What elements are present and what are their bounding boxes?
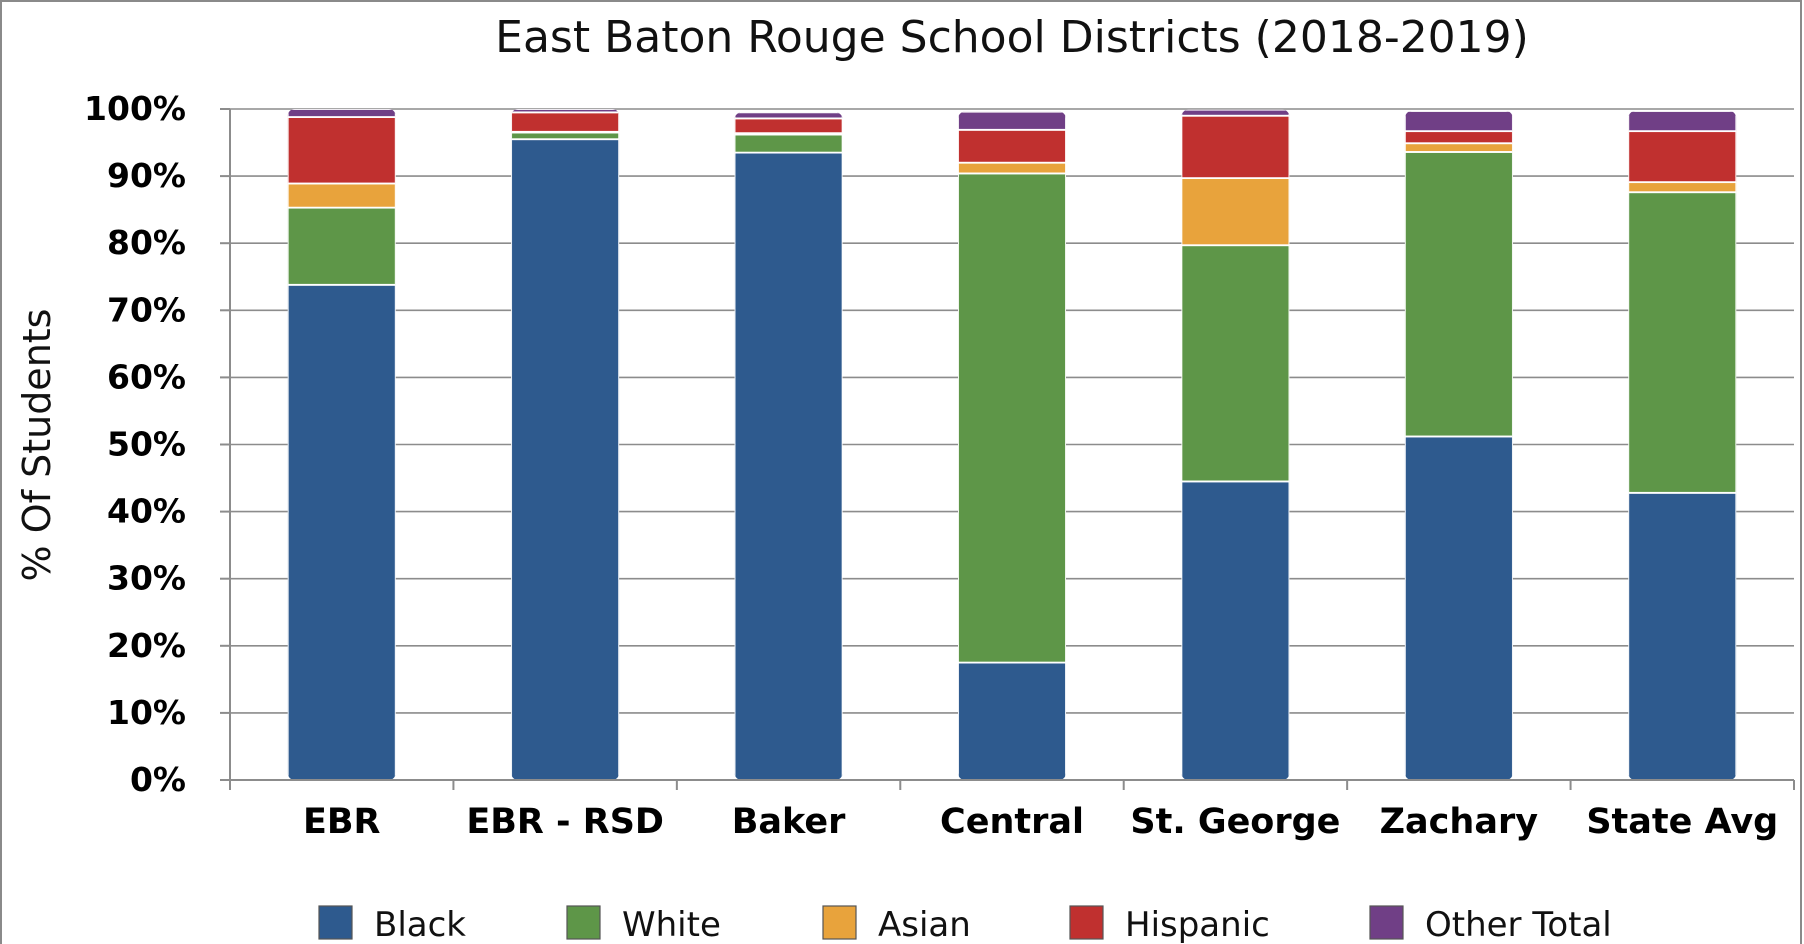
bar-segments [734, 112, 843, 781]
y-tick-label: 50% [107, 425, 186, 464]
bar-ebr-black [287, 283, 396, 780]
y-tick-label: 70% [107, 290, 186, 329]
y-tick-label: 30% [107, 559, 186, 598]
bar-ebr-white [287, 206, 396, 286]
bar-state-avg-black [1628, 491, 1737, 780]
bar-central-asian [958, 161, 1066, 175]
legend-label: Other Total [1425, 905, 1612, 944]
x-tick-label: Central [940, 802, 1084, 842]
legend-label: Asian [878, 905, 971, 944]
bar-central-white [958, 172, 1066, 664]
y-tick-label: 0% [130, 760, 186, 799]
bar-zachary-white [1404, 151, 1513, 438]
axes [220, 108, 1795, 790]
legend-swatch [566, 905, 601, 940]
bar-st-george-white [1181, 244, 1290, 483]
bar-ebr-rsd-white [511, 131, 620, 141]
bar-state-avg-hispanic [1628, 130, 1737, 184]
legend: Black White Asian Hispanic Other Total [318, 905, 1612, 944]
bars [287, 109, 1737, 781]
bar-group-st-george [1181, 109, 1290, 780]
bar-segments [511, 109, 620, 780]
bar-baker-white [734, 133, 843, 154]
bar-group-ebr-rsd [511, 109, 620, 780]
legend-label: Hispanic [1125, 905, 1270, 944]
x-tick-label: Baker [732, 802, 846, 842]
bar-ebr-rsd-other-total [511, 109, 620, 114]
bar-baker-black [734, 151, 843, 781]
legend-item-white: White [566, 905, 721, 944]
chart-title: East Baton Rouge School Districts (2018-… [495, 12, 1529, 63]
bar-state-avg-other-total [1628, 111, 1737, 133]
x-tick-label: Zachary [1380, 802, 1539, 842]
bar-ebr-hispanic [287, 116, 396, 185]
bar-ebr-rsd-hispanic [511, 111, 620, 133]
bar-group-state-avg [1628, 111, 1737, 780]
bar-central-black [958, 661, 1066, 780]
bar-segments [1404, 111, 1513, 780]
bar-group-baker [734, 112, 843, 781]
x-tick-labels: EBR EBR - RSD Baker Central St. George Zachar… [303, 802, 1778, 842]
y-tick-labels: 0% 10% 20% 30% 40% 50% 60% 70% 80% 90% 100% [84, 89, 186, 799]
bar-group-ebr [287, 109, 396, 780]
bar-st-george-other-total [1181, 109, 1290, 117]
bar-st-george-black [1181, 480, 1290, 780]
y-tick-label: 90% [107, 156, 186, 195]
bar-group-zachary [1404, 111, 1513, 780]
bar-zachary-other-total [1404, 111, 1513, 133]
bar-ebr-other-total [287, 109, 396, 118]
bar-segments [287, 109, 396, 780]
legend-label: Black [374, 905, 466, 944]
y-tick-label: 10% [107, 693, 186, 732]
legend-swatch [1069, 905, 1104, 940]
bar-st-george-asian [1181, 177, 1290, 247]
legend-item-asian: Asian [822, 905, 971, 944]
legend-item-black: Black [318, 905, 466, 944]
legend-swatch [318, 905, 353, 940]
legend-swatch [1369, 905, 1404, 940]
bar-segments [1181, 109, 1290, 780]
bar-central-other-total [958, 111, 1066, 131]
legend-item-hispanic: Hispanic [1069, 905, 1270, 944]
x-tick-label: St. George [1130, 802, 1340, 842]
bar-group-central [958, 111, 1066, 780]
x-tick-label: EBR [303, 802, 381, 842]
bar-segments [958, 111, 1066, 780]
bar-zachary-black [1404, 435, 1513, 780]
y-tick-label: 40% [107, 492, 186, 531]
bar-baker-hispanic [734, 117, 843, 135]
y-tick-label: 80% [107, 223, 186, 262]
bar-baker-other-total [734, 112, 843, 120]
bar-state-avg-asian [1628, 181, 1737, 194]
bar-st-george-hispanic [1181, 114, 1290, 180]
bar-ebr-asian [287, 182, 396, 209]
bar-state-avg-white [1628, 191, 1737, 494]
legend-swatch [822, 905, 857, 940]
x-tick-label: State Avg [1586, 802, 1778, 842]
x-tick-label: EBR - RSD [466, 802, 664, 842]
bar-segments [1628, 111, 1737, 780]
legend-item-other-total: Other Total [1369, 905, 1612, 944]
bar-zachary-hispanic [1404, 130, 1513, 145]
bar-central-hispanic [958, 128, 1066, 164]
bar-ebr-rsd-black [511, 138, 620, 780]
bar-zachary-asian [1404, 142, 1513, 153]
legend-label: White [622, 905, 721, 944]
y-tick-label: 60% [107, 357, 186, 396]
y-tick-label: 20% [107, 626, 186, 665]
y-tick-label: 100% [84, 89, 186, 128]
y-axis-label: % Of Students [15, 309, 59, 582]
